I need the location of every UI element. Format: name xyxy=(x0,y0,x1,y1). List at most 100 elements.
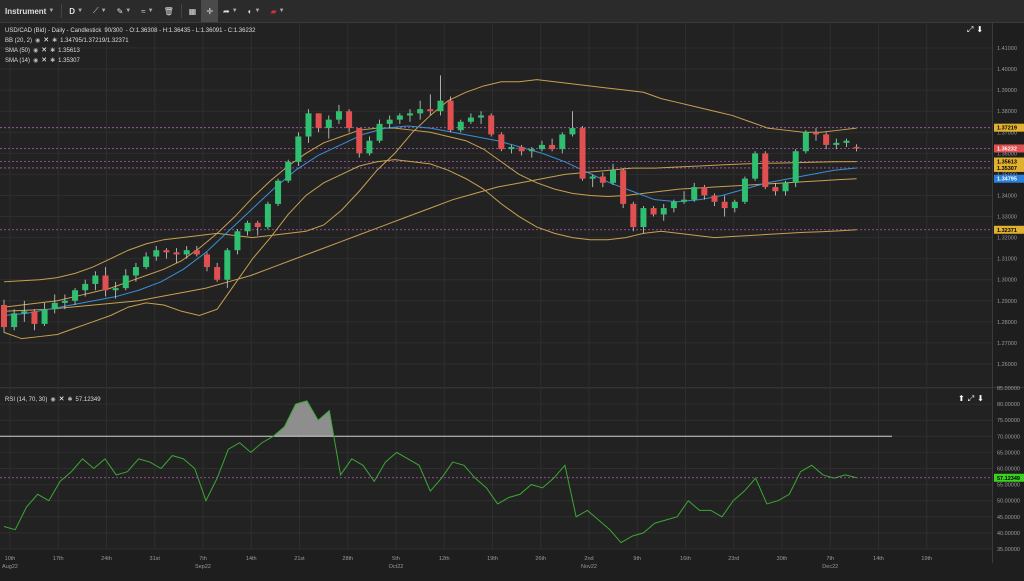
bullish-candle xyxy=(417,109,424,114)
instrument-label: Instrument xyxy=(5,6,47,16)
bullish-candle xyxy=(640,208,647,228)
bullish-candle xyxy=(366,140,373,154)
rsi-pane-controls: ⬆ ⤢ ⬇ xyxy=(958,394,984,404)
price-marker xyxy=(994,144,1024,153)
bearish-candle xyxy=(772,187,779,192)
bullish-candle xyxy=(275,180,282,204)
legend-row-bb: BB (20, 2) ◉ ✕ ✱ 1.34795/1.37219/1.32371 xyxy=(5,36,255,46)
rsi-y-tick-label: 50.00000 xyxy=(997,499,1020,505)
rsi-y-tick-label: 55.00000 xyxy=(997,483,1020,489)
price-marker xyxy=(994,174,1024,183)
bearish-candle xyxy=(620,170,627,204)
x-tick-label: 5th xyxy=(392,556,400,562)
expand-icon[interactable]: ⤢ xyxy=(967,394,975,403)
line-tool-button[interactable]: ⟋ ▼ xyxy=(88,0,112,22)
bearish-candle xyxy=(549,144,556,150)
close-icon[interactable]: ✕ xyxy=(41,57,48,64)
bullish-candle xyxy=(325,119,332,129)
period-menu[interactable]: D ▼ xyxy=(64,0,88,22)
bullish-candle xyxy=(21,311,28,314)
chevron-down-icon: ▼ xyxy=(278,8,285,14)
eye-icon[interactable]: ◉ xyxy=(35,38,41,44)
bullish-candle xyxy=(478,115,485,118)
chevron-down-icon: ▼ xyxy=(254,8,261,14)
bullish-candle xyxy=(335,111,342,120)
rsi-overbought-fill xyxy=(273,400,334,437)
bearish-candle xyxy=(711,195,718,202)
y-tick-label: 1.26000 xyxy=(997,362,1017,368)
bearish-candle xyxy=(498,134,505,150)
eye-icon[interactable]: ◉ xyxy=(50,397,56,403)
bullish-candle xyxy=(386,119,393,124)
expand-icon[interactable]: ⤢ xyxy=(967,25,974,34)
theme-button[interactable]: ◐ ▼ xyxy=(243,0,266,22)
x-tick-label: 19th xyxy=(921,556,932,562)
delete-button[interactable]: 🗑 xyxy=(159,0,179,22)
chevron-down-icon: ▼ xyxy=(48,8,55,14)
bearish-candle xyxy=(447,100,454,131)
toolbar-divider xyxy=(61,4,63,18)
bullish-candle xyxy=(407,113,413,116)
pen-tool-icon: ✎ xyxy=(116,6,124,16)
indicator-button[interactable]: ≈ ▼ xyxy=(136,0,158,22)
bearish-candle xyxy=(630,203,637,228)
x-tick-label: 12th xyxy=(439,556,450,562)
x-month-label: Sep22 xyxy=(195,564,211,570)
x-tick-label: 21st xyxy=(294,556,305,562)
layout-button[interactable]: ▦ xyxy=(184,0,202,22)
x-tick-label: 19th xyxy=(487,556,498,562)
x-tick-label: 24th xyxy=(101,556,112,562)
chevron-down-icon: ▼ xyxy=(100,8,107,14)
pen-tool-button[interactable]: ✎ ▼ xyxy=(112,0,137,22)
bearish-candle xyxy=(579,128,586,179)
y-tick-label: 1.33000 xyxy=(997,215,1017,221)
close-icon[interactable]: ✕ xyxy=(41,47,48,54)
eye-icon[interactable]: ◉ xyxy=(33,58,39,64)
price-marker xyxy=(994,157,1024,166)
legend-ohlc: - O:1.36308 - H:1.36435 - L:1.36091 - C:… xyxy=(125,28,256,34)
bearish-candle xyxy=(173,252,180,255)
bullish-candle xyxy=(264,203,271,228)
rsi-y-tick-label: 35.00000 xyxy=(997,547,1020,553)
x-tick-label: 14th xyxy=(246,556,257,562)
arrow-down-icon[interactable]: ⬇ xyxy=(977,394,984,403)
gear-icon[interactable]: ✱ xyxy=(50,58,56,64)
bullish-candle xyxy=(681,199,688,202)
rsi-marker-label: 57.12349 xyxy=(997,476,1020,482)
x-month-label: Oct22 xyxy=(389,564,404,570)
arrow-up-icon[interactable]: ⬆ xyxy=(958,394,965,403)
y-tick-label: 1.31000 xyxy=(997,257,1017,263)
close-icon[interactable]: ✕ xyxy=(58,396,65,403)
bullish-candle xyxy=(285,161,292,181)
legend-value: 1.35307 xyxy=(58,58,80,64)
rsi-line xyxy=(3,400,857,544)
share-button[interactable]: ➦ ▼ xyxy=(218,0,243,22)
chart-area[interactable]: 1.41000 1.40000 1.39000 1.38000 1.37000 1.360… xyxy=(0,23,1024,576)
y-tick-label: 1.37000 xyxy=(997,130,1017,136)
crosshair-icon: ✛ xyxy=(206,6,214,16)
close-icon[interactable]: ✕ xyxy=(43,37,50,44)
gear-icon[interactable]: ✱ xyxy=(50,48,56,54)
bearish-candle xyxy=(813,132,819,135)
crosshair-button[interactable]: ✛ xyxy=(201,0,219,22)
rsi-marker xyxy=(994,473,1024,482)
legend-value: 1.35613 xyxy=(58,48,80,54)
y-tick-label: 1.28000 xyxy=(997,320,1017,326)
chevron-down-icon: ▼ xyxy=(231,8,238,14)
chart-svg[interactable]: 1.41000 1.40000 1.39000 1.38000 1.37000 1.360… xyxy=(0,23,1024,576)
x-tick-label: 28th xyxy=(342,556,353,562)
bearish-candle xyxy=(599,176,606,183)
legend-value: 1.34795/1.37219/1.32371 xyxy=(60,38,129,44)
bb-mid-line xyxy=(3,127,857,308)
gear-icon[interactable]: ✱ xyxy=(52,38,58,44)
legend-row-sma14: SMA (14) ◉ ✕ ✱ 1.35307 xyxy=(5,56,255,66)
instrument-menu[interactable]: Instrument ▼ xyxy=(0,0,59,22)
y-tick-label: 1.40000 xyxy=(997,67,1017,73)
bullish-candle xyxy=(122,275,129,289)
bearish-candle xyxy=(204,254,210,268)
gear-icon[interactable]: ✱ xyxy=(67,397,73,403)
language-button[interactable]: ▰ ▼ xyxy=(265,0,289,22)
eye-icon[interactable]: ◉ xyxy=(33,48,39,54)
arrow-down-icon[interactable]: ⬇ xyxy=(976,25,984,34)
bullish-candle xyxy=(82,283,89,291)
